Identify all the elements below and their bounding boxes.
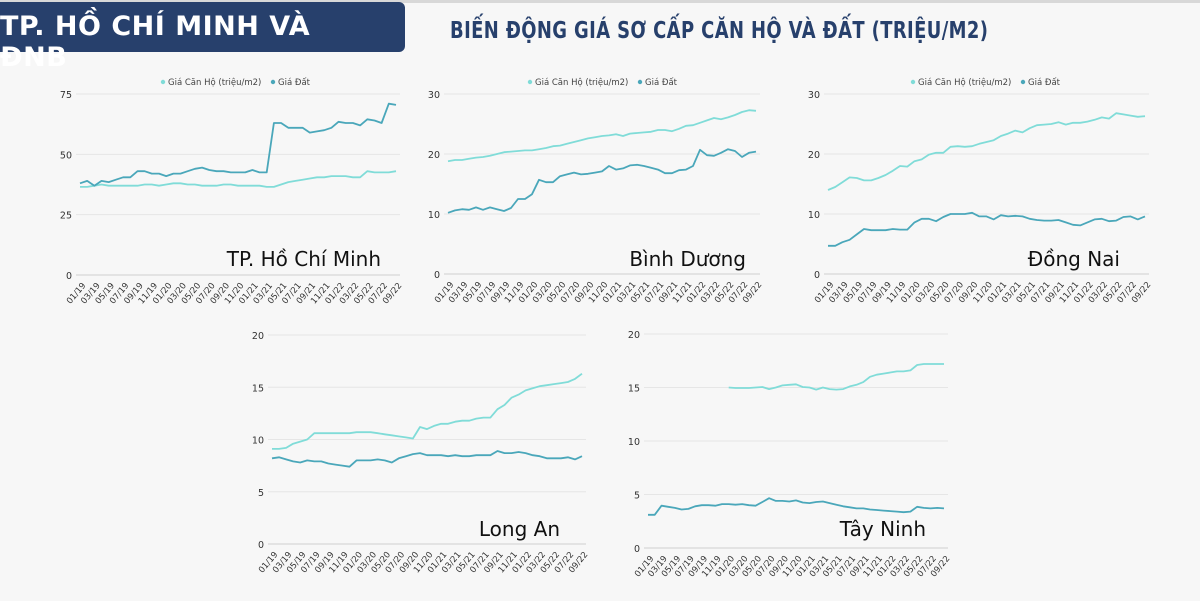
legend-marker bbox=[637, 79, 643, 85]
y-tick-label: 15 bbox=[252, 383, 264, 394]
y-tick-label: 0 bbox=[634, 544, 640, 555]
y-tick-label: 10 bbox=[628, 437, 640, 448]
series-line-dat bbox=[648, 497, 945, 516]
y-tick-label: 50 bbox=[60, 150, 72, 161]
series-line-dat bbox=[79, 102, 397, 187]
y-tick-label: 25 bbox=[60, 211, 72, 222]
y-tick-label: 20 bbox=[628, 330, 640, 341]
legend-marker bbox=[527, 79, 533, 85]
region-badge: TP. HỒ CHÍ MINH VÀ ĐNB bbox=[0, 2, 405, 73]
legend-label: Giá Đất bbox=[278, 77, 311, 88]
y-tick-label: 20 bbox=[808, 150, 820, 161]
series-line-can-ho bbox=[447, 109, 757, 163]
y-tick-label: 5 bbox=[634, 491, 640, 502]
region-label: TP. Hồ Chí Minh bbox=[226, 247, 381, 271]
region-label: Bình Dương bbox=[629, 247, 746, 271]
legend-marker bbox=[270, 79, 276, 85]
region-label: Đồng Nai bbox=[1028, 247, 1120, 271]
y-tick-label: 10 bbox=[808, 210, 820, 221]
series-line-dat bbox=[828, 211, 1146, 247]
legend-label: Giá Đất bbox=[1028, 77, 1061, 88]
page-title: BIẾN ĐỘNG GIÁ SƠ CẤP CĂN HỘ VÀ ĐẤT (TRIỆ… bbox=[450, 18, 989, 44]
y-tick-label: 5 bbox=[258, 488, 264, 499]
series-line-can-ho bbox=[272, 372, 583, 450]
series-line-can-ho bbox=[728, 363, 944, 391]
y-tick-label: 20 bbox=[428, 150, 440, 161]
legend-label: Giá Căn Hộ (triệu/m2) bbox=[918, 77, 1011, 88]
legend-marker bbox=[160, 79, 166, 85]
legend-label: Giá Đất bbox=[645, 77, 678, 88]
series-line-can-ho bbox=[80, 170, 397, 188]
y-tick-label: 30 bbox=[428, 90, 440, 101]
top-divider bbox=[0, 0, 1200, 3]
series-line-dat bbox=[271, 450, 583, 468]
y-tick-label: 10 bbox=[252, 436, 264, 447]
y-tick-label: 15 bbox=[628, 384, 640, 395]
legend-label: Giá Căn Hộ (triệu/m2) bbox=[168, 77, 261, 88]
series-line-dat bbox=[447, 148, 757, 214]
region-badge-label: TP. HỒ CHÍ MINH VÀ ĐNB bbox=[0, 11, 311, 73]
y-tick-label: 10 bbox=[428, 210, 440, 221]
y-tick-label: 20 bbox=[252, 331, 264, 342]
legend-label: Giá Căn Hộ (triệu/m2) bbox=[535, 77, 628, 88]
series-line-can-ho bbox=[827, 112, 1146, 191]
legend-marker bbox=[910, 79, 916, 85]
region-label: Tây Ninh bbox=[839, 517, 926, 541]
y-tick-label: 30 bbox=[808, 90, 820, 101]
y-tick-label: 0 bbox=[66, 271, 72, 282]
y-tick-label: 0 bbox=[814, 270, 820, 281]
y-tick-label: 0 bbox=[258, 540, 264, 551]
y-tick-label: 75 bbox=[60, 90, 72, 101]
y-tick-label: 0 bbox=[434, 270, 440, 281]
legend-marker bbox=[1020, 79, 1026, 85]
region-label: Long An bbox=[479, 517, 560, 541]
